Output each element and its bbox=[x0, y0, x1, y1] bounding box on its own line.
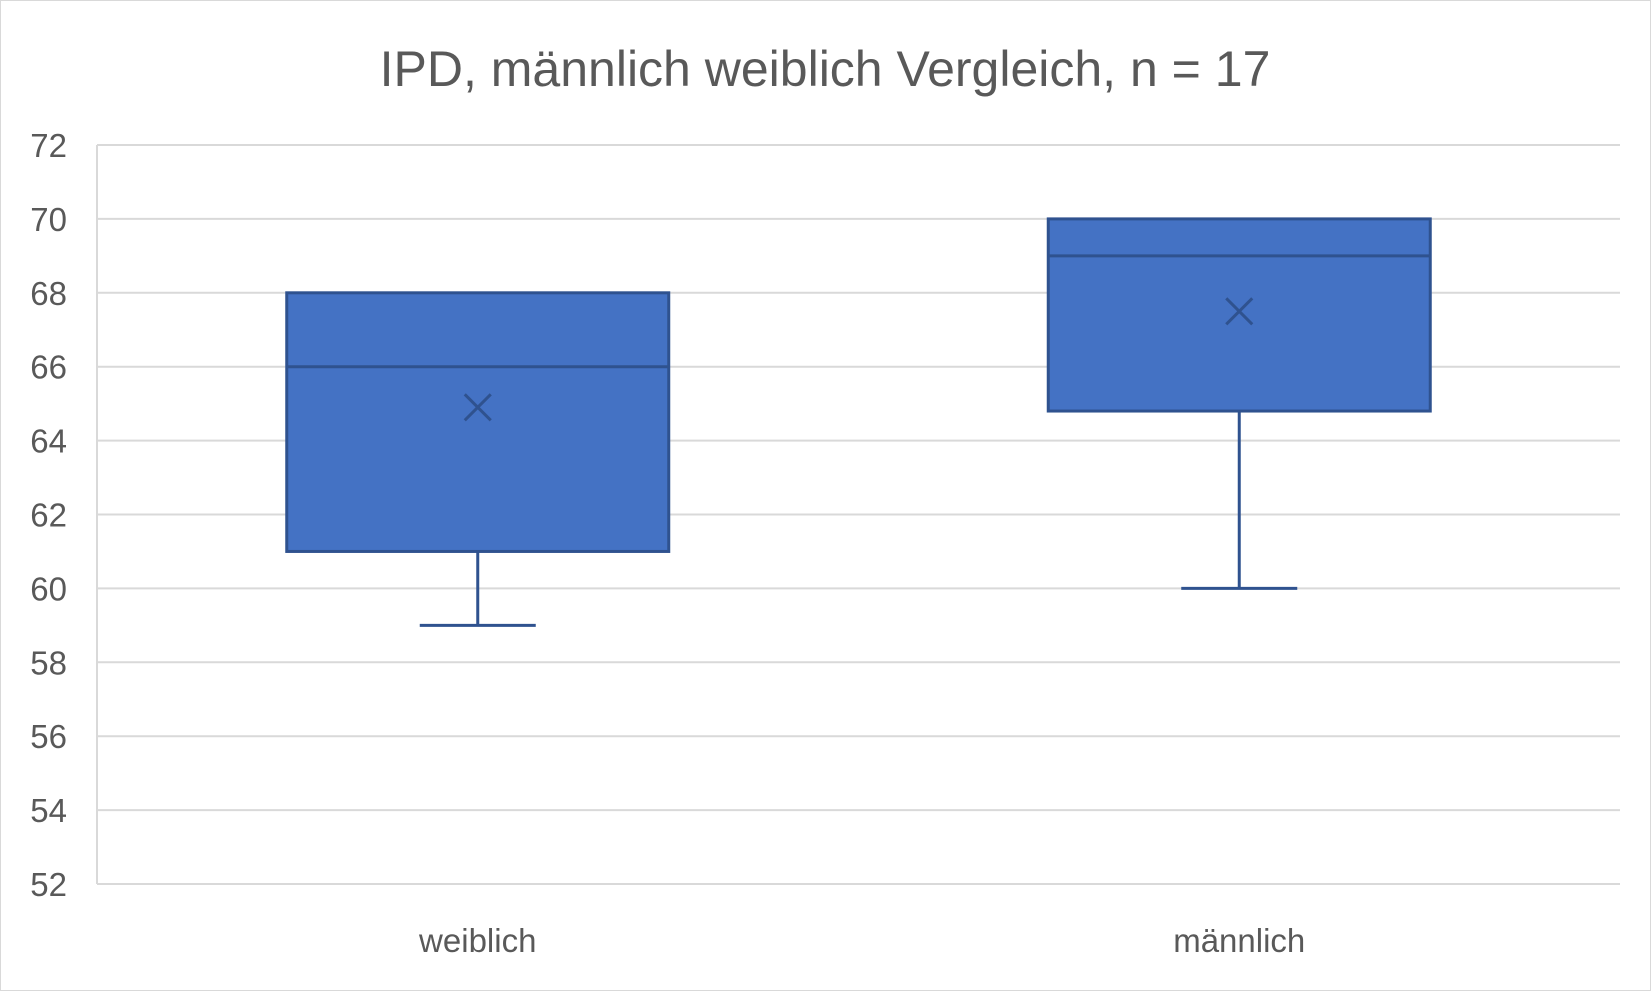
x-axis-category-labels: weiblich männlich bbox=[418, 922, 1305, 959]
boxes bbox=[285, 217, 1432, 627]
box-iqr-weiblich bbox=[285, 291, 671, 553]
y-tick-label-66: 66 bbox=[30, 349, 67, 386]
y-tick-label-60: 60 bbox=[30, 570, 67, 607]
y-tick-label-56: 56 bbox=[30, 718, 67, 755]
x-category-label-männlich: männlich bbox=[1173, 922, 1305, 959]
x-category-label-weiblich: weiblich bbox=[418, 922, 536, 959]
y-tick-label-54: 54 bbox=[30, 792, 67, 829]
chart-title: IPD, männlich weiblich Vergleich, n = 17 bbox=[380, 41, 1271, 97]
mean-marker-weiblich bbox=[463, 393, 492, 422]
y-tick-label-52: 52 bbox=[30, 866, 67, 903]
mean-marker-stroke-b bbox=[463, 393, 492, 422]
box-iqr-männlich bbox=[1046, 217, 1432, 413]
y-tick-label-72: 72 bbox=[30, 127, 67, 164]
y-tick-label-64: 64 bbox=[30, 423, 67, 460]
y-tick-label-68: 68 bbox=[30, 275, 67, 312]
y-axis-tick-labels: 52 54 56 58 60 62 64 66 68 70 72 bbox=[30, 127, 67, 903]
y-tick-label-62: 62 bbox=[30, 497, 67, 534]
mean-marker-männlich bbox=[1225, 297, 1254, 326]
mean-marker-stroke-b bbox=[1225, 297, 1254, 326]
y-tick-label-58: 58 bbox=[30, 644, 67, 681]
box-weiblich bbox=[285, 291, 671, 627]
y-tick-label-70: 70 bbox=[30, 201, 67, 238]
box-männlich bbox=[1046, 217, 1432, 590]
